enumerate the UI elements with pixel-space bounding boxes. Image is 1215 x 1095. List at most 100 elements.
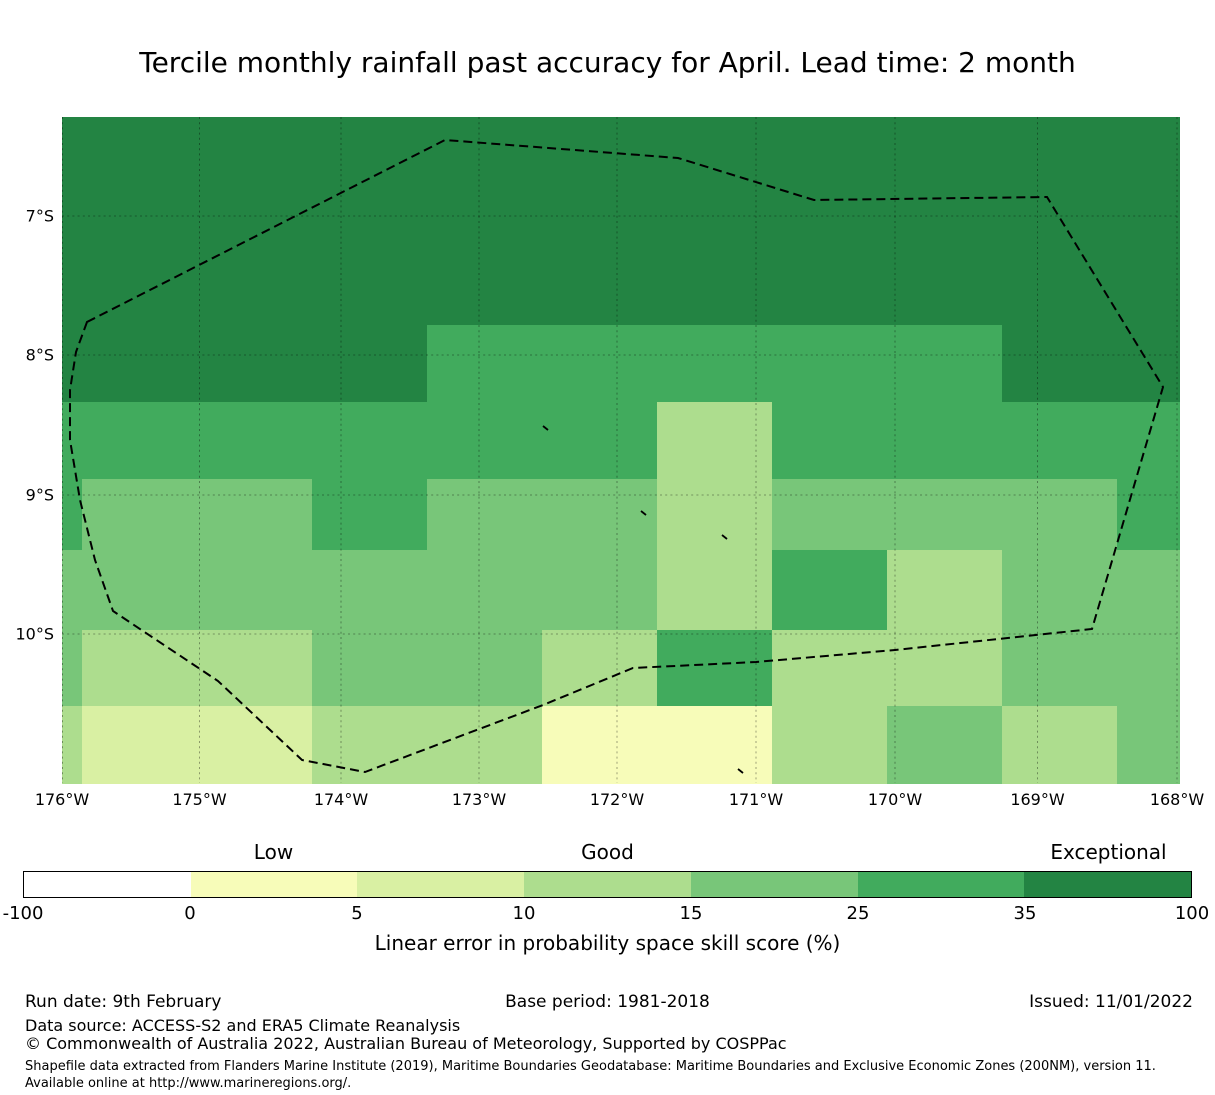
map-cell <box>542 248 658 326</box>
map-cell <box>82 171 198 249</box>
map-cell <box>427 402 543 480</box>
island-mark <box>737 768 744 774</box>
map-cell <box>312 630 428 707</box>
colorbar-tick-label: 100 <box>1174 903 1210 924</box>
map-cell <box>772 550 888 631</box>
map-cell <box>62 550 83 631</box>
map-cell <box>542 325 658 403</box>
colorbar-caption: Linear error in probability space skill … <box>374 931 841 955</box>
map-cell <box>1002 325 1118 403</box>
map-cell <box>1002 402 1118 480</box>
map-overlay <box>62 117 1179 783</box>
map-cell <box>427 171 543 249</box>
map-cell <box>887 325 1003 403</box>
map-cell <box>312 325 428 403</box>
map-cell <box>62 325 83 403</box>
map-cell <box>657 248 773 326</box>
map-cell <box>62 479 83 551</box>
map-cell <box>1117 550 1180 631</box>
map-cell <box>1002 171 1118 249</box>
x-tick-label: 170°W <box>867 790 923 809</box>
map-cell <box>82 479 198 551</box>
map-cell <box>197 630 313 707</box>
colorbar-tick-label: 10 <box>512 903 536 924</box>
map-cell <box>772 325 888 403</box>
x-tick-label: 172°W <box>589 790 645 809</box>
map-cell <box>197 248 313 326</box>
map-cell <box>1002 479 1118 551</box>
map-cell <box>772 402 888 480</box>
island-mark <box>542 425 549 431</box>
map-cell <box>197 325 313 403</box>
y-tick-label: 10°S <box>15 624 54 644</box>
map-cell <box>887 706 1003 784</box>
map-cell <box>312 248 428 326</box>
map-cell <box>1002 706 1118 784</box>
colorbar <box>23 871 1192 898</box>
map-cell <box>542 630 658 707</box>
map-cell <box>887 402 1003 480</box>
map-cell <box>62 117 83 172</box>
map-cell <box>1002 550 1118 631</box>
map-cell <box>657 402 773 480</box>
map-cell <box>197 402 313 480</box>
colorbar-section-label: Exceptional <box>1050 840 1167 864</box>
y-tick-label: 7°S <box>25 206 54 226</box>
map-cell <box>197 550 313 631</box>
chart-title: Tercile monthly rainfall past accuracy f… <box>139 46 1076 79</box>
map-cell <box>197 117 313 172</box>
map-cell <box>197 171 313 249</box>
map-cell <box>772 479 888 551</box>
map-cell <box>427 550 543 631</box>
map-cell <box>312 479 428 551</box>
map-cell <box>887 479 1003 551</box>
map-cell <box>657 706 773 784</box>
map-cell <box>62 248 83 326</box>
colorbar-segment <box>524 872 691 897</box>
colorbar-segment <box>190 872 358 897</box>
shapefile-note-text: Shapefile data extracted from Flanders M… <box>25 1059 1156 1091</box>
x-tick-label: 169°W <box>1010 790 1065 809</box>
map-cell <box>82 402 198 480</box>
map-cell <box>312 550 428 631</box>
map-cell <box>1002 630 1118 707</box>
map-cell <box>657 325 773 403</box>
map-cell <box>82 248 198 326</box>
colorbar-segment <box>857 872 1025 897</box>
colorbar-tick-label: 35 <box>1013 903 1037 924</box>
map-cell <box>62 402 83 480</box>
map-cell <box>82 117 198 172</box>
colorbar-section-label: Good <box>581 840 634 864</box>
map-cell <box>82 630 198 707</box>
map-cell <box>312 171 428 249</box>
x-tick-label: 176°W <box>34 790 90 809</box>
map-cell <box>542 402 658 480</box>
y-tick-label: 9°S <box>25 485 54 505</box>
colorbar-segment <box>357 872 525 897</box>
heatmap-cells <box>62 117 1180 784</box>
island-mark <box>721 534 728 540</box>
x-tick-label: 175°W <box>172 790 227 809</box>
data-source-text: Data source: ACCESS-S2 and ERA5 Climate … <box>25 1016 461 1035</box>
island-mark <box>640 510 647 516</box>
colorbar-tick-label: -100 <box>2 903 44 924</box>
base-period-text: Base period: 1981-2018 <box>505 992 710 1012</box>
map-cell <box>772 706 888 784</box>
map-cell <box>772 248 888 326</box>
colorbar-segment <box>24 872 191 897</box>
y-tick-label: 8°S <box>25 345 54 365</box>
map-cell <box>657 550 773 631</box>
map-cell <box>887 630 1003 707</box>
map-cell <box>1117 706 1180 784</box>
map-cell <box>887 248 1003 326</box>
map-cell <box>427 248 543 326</box>
run-date-text: Run date: 9th February <box>25 992 222 1012</box>
eez-boundary-line <box>69 138 1165 774</box>
map-cell <box>1117 248 1180 326</box>
issued-text: Issued: 11/01/2022 <box>1029 992 1193 1012</box>
map-cell <box>887 550 1003 631</box>
map-cell <box>542 479 658 551</box>
x-tick-label: 171°W <box>728 790 784 809</box>
map-cell <box>657 479 773 551</box>
